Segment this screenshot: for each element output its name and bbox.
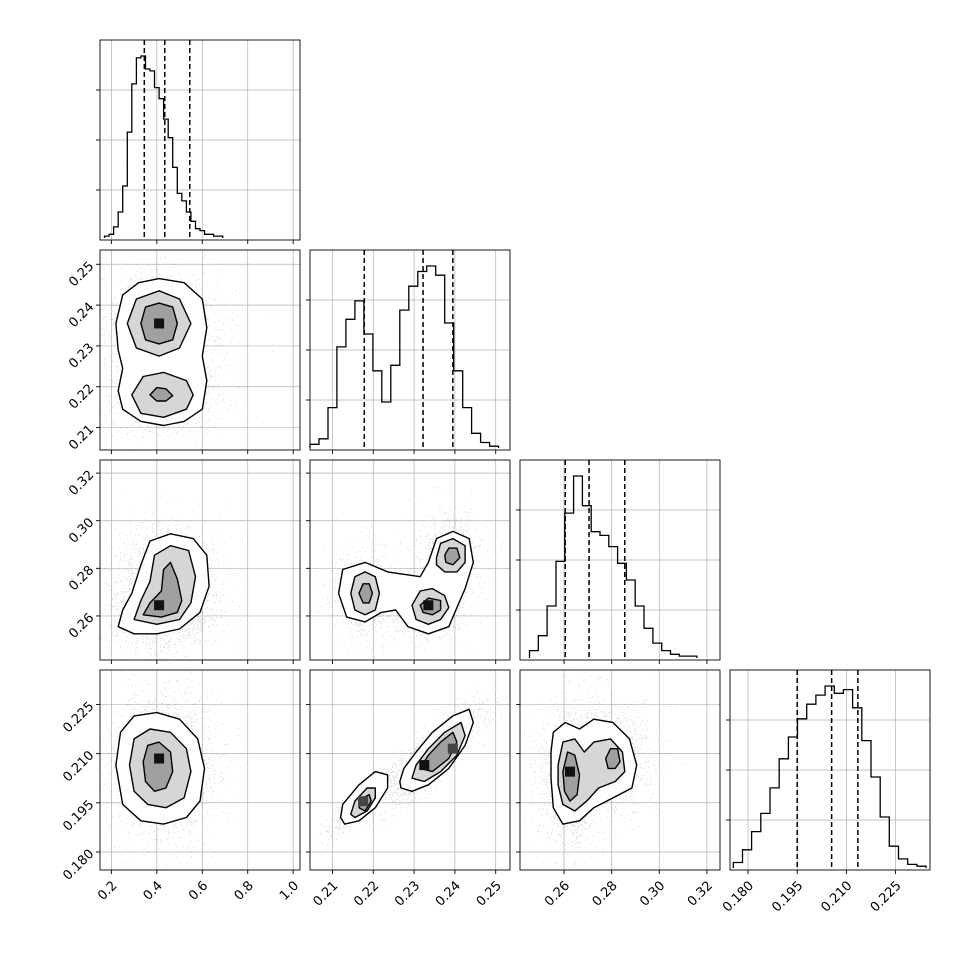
panel-frame-r3c1	[309, 669, 511, 871]
contour-r2c1-4	[358, 583, 374, 604]
panel-frame-p3	[729, 669, 931, 871]
density-peak-r2c0-0	[154, 600, 165, 611]
panel-frame-p2	[519, 459, 721, 661]
density-peak-r3c1-1	[358, 796, 369, 807]
panel-grid-r2c0	[96, 460, 300, 664]
density-peak-r3c1-2	[447, 743, 458, 754]
panel-background-r2c1	[310, 460, 510, 660]
panel-frame-r3c0	[99, 669, 301, 871]
panel-grid-p2	[516, 460, 720, 664]
contour-r3c1-5	[419, 731, 458, 773]
contour-r3c0-2	[142, 741, 174, 792]
contour-r1c0-4	[149, 386, 174, 402]
density-peak-r3c1-0	[419, 760, 430, 771]
histogram-p1	[309, 265, 500, 448]
contour-r3c2-3	[605, 748, 621, 770]
panel-grid-p3	[726, 670, 930, 874]
contour-r2c0-2	[142, 561, 183, 618]
histogram-p0	[103, 55, 224, 238]
histogram-p2	[528, 475, 698, 658]
density-peak-r3c0-0	[154, 753, 165, 764]
panel-frame-r2c1	[309, 459, 511, 661]
panel-grid-p1	[306, 250, 510, 454]
density-peak-r1c0-0	[154, 318, 165, 329]
density-peak-r2c1-0	[423, 600, 434, 611]
contour-r2c1-6	[444, 547, 461, 566]
density-peak-r3c2-0	[565, 766, 575, 777]
panel-frame-r3c2	[519, 669, 721, 871]
panel-frame-r2c0	[99, 459, 301, 661]
panel-grid-r3c0	[96, 670, 300, 874]
panel-frame-r1c0	[99, 249, 301, 451]
panel-frame-p1	[309, 249, 511, 451]
panel-grid-p0	[96, 40, 300, 244]
plot-layer: 0.210.220.230.240.250.260.280.300.320.18…	[60, 39, 931, 915]
histogram-p3	[732, 685, 927, 868]
panel-frame-p0	[99, 39, 301, 241]
